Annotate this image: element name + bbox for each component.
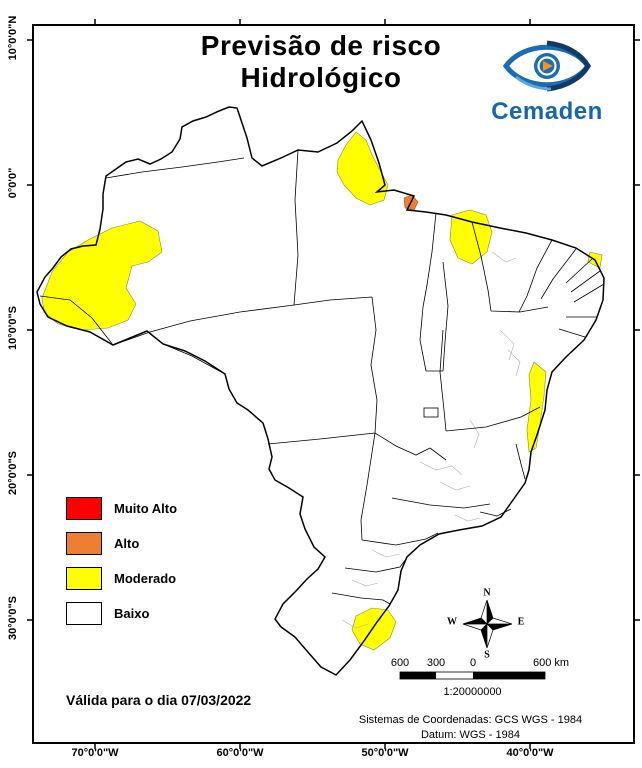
- legend-swatch-muito-alto: [66, 497, 102, 520]
- risk-region-moderado-rio-grande-do-sul: [351, 607, 397, 651]
- validity-date: Válida para o dia 07/03/2022: [66, 692, 252, 708]
- brazil-outline: [36, 106, 605, 676]
- scale-label-300: 300: [426, 657, 446, 669]
- scale-ratio: 1:20000000: [443, 686, 502, 698]
- projection-datum: Datum: WGS - 1984: [420, 729, 521, 742]
- compass-rose-icon: [462, 599, 513, 649]
- state-boundaries: [39, 149, 605, 605]
- lat-label-30s: 30°0'0"S: [7, 595, 19, 641]
- lon-label-40w: 40°0'0"W: [506, 747, 554, 759]
- scale-bar: [399, 671, 546, 680]
- page-title: Previsão de risco Hidrológico: [121, 30, 521, 94]
- lon-label-60w: 60°0'0"W: [216, 747, 264, 759]
- compass-east-label: E: [517, 616, 525, 628]
- scale-label-0: 0: [469, 657, 477, 669]
- compass-west-label: W: [447, 616, 457, 628]
- legend-item-alto: Alto: [66, 532, 177, 555]
- cemaden-logo: Cemaden: [476, 36, 618, 126]
- legend-item-muito-alto: Muito Alto: [66, 497, 177, 520]
- risk-region-moderado-amapa: [336, 131, 389, 206]
- scale-label-600-left: 600: [390, 657, 410, 669]
- legend-swatch-baixo: [66, 602, 102, 625]
- page-title-line1: Previsão de risco: [200, 30, 442, 61]
- lat-label-10s: 10°0'0"S: [7, 305, 19, 351]
- legend-label-moderado: Moderado: [114, 571, 177, 586]
- lat-label-20s: 20°0'0"S: [7, 450, 19, 496]
- page-title-line2: Hidrológico: [240, 62, 402, 94]
- risk-regions-moderado: [41, 131, 603, 651]
- lon-label-70w: 70°0'0"W: [71, 747, 119, 759]
- compass-north-label: N: [483, 587, 491, 599]
- compass-south-label: S: [484, 649, 490, 661]
- scale-label-600-km: 600 km: [532, 657, 570, 669]
- cemaden-logo-text: Cemaden: [491, 98, 603, 125]
- legend-swatch-moderado: [66, 567, 102, 590]
- risk-legend: Muito Alto Alto Moderado Baixo: [66, 497, 177, 637]
- map-frame: [32, 24, 635, 744]
- projection-info: Sistemas de Coordenadas: GCS WGS - 1984 …: [348, 713, 593, 744]
- df-boundary: [423, 407, 439, 418]
- lon-label-50w: 50°0'0"W: [361, 747, 409, 759]
- legend-label-muito-alto: Muito Alto: [114, 501, 178, 516]
- legend-swatch-alto: [66, 532, 102, 555]
- cemaden-logo-icon: [502, 40, 592, 92]
- municipal-boundaries: [341, 251, 521, 629]
- lat-label-0: 0°0'0": [7, 167, 19, 199]
- projection-coordinate-system: Sistemas de Coordenadas: GCS WGS - 1984: [358, 714, 583, 726]
- risk-region-moderado-east-coast: [526, 361, 547, 453]
- legend-label-alto: Alto: [114, 536, 140, 551]
- legend-item-baixo: Baixo: [66, 602, 177, 625]
- legend-label-baixo: Baixo: [114, 606, 150, 621]
- legend-item-moderado: Moderado: [66, 567, 177, 590]
- graticule-ticks: [27, 19, 640, 749]
- lat-label-10n: 10°0'0"N: [7, 15, 19, 61]
